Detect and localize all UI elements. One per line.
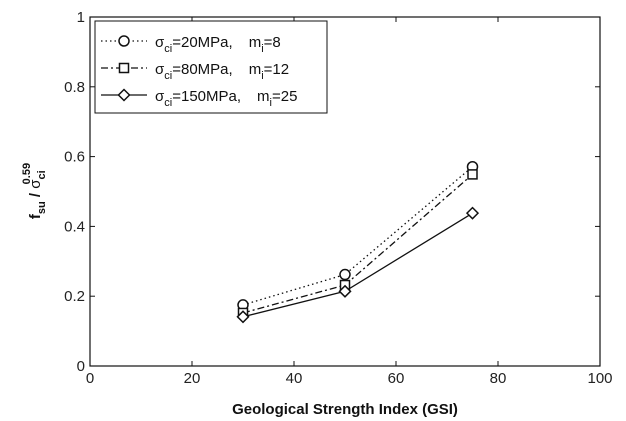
x-tick-label: 0 — [86, 370, 94, 387]
legend-entry-2: σci=80MPa, mi=12 — [155, 61, 289, 82]
y-tick-label: 0.4 — [64, 218, 85, 235]
x-tick-label: 20 — [184, 370, 201, 387]
series-3-point — [338, 284, 352, 298]
y-axis-label: fsu / σci0.59 — [21, 163, 48, 219]
y-tick-label: 0.8 — [64, 79, 85, 96]
x-tick-label: 40 — [286, 370, 303, 387]
y-tick-label: 0 — [77, 358, 85, 375]
y-label-exponent: 0.59 — [21, 163, 33, 184]
series-3-line — [242, 212, 473, 318]
legend-marker-1 — [118, 35, 130, 47]
legend-samples — [101, 35, 147, 102]
y-tick-label: 1 — [77, 9, 85, 26]
y-label-slash: / — [27, 189, 44, 202]
x-tick-label: 60 — [388, 370, 405, 387]
series-3-point — [465, 206, 480, 220]
legend-marker-3 — [117, 88, 131, 102]
x-axis-label: Geological Strength Index (GSI) — [232, 401, 458, 418]
x-tick-label: 100 — [587, 370, 612, 387]
y-label-f: f — [27, 213, 44, 219]
plot-frame — [89, 16, 601, 367]
legend-entry-1: σci=20MPa, mi=8 — [155, 34, 281, 55]
y-tick-label: 0.2 — [64, 288, 85, 305]
series-3-point — [236, 310, 250, 324]
axis-ticks: 0 20 40 60 80 100 0 0.2 0.4 0.6 0.8 1 — [64, 9, 612, 387]
legend-marker-2 — [118, 62, 130, 74]
y-label-sigma: σ — [27, 179, 44, 189]
series-layer — [236, 160, 480, 324]
series-1 — [237, 160, 479, 311]
series-1-point — [339, 268, 351, 281]
series-3 — [236, 206, 480, 324]
y-tick-label: 0.6 — [64, 149, 85, 166]
y-label-sigma-sub: ci — [36, 170, 48, 179]
legend-box — [94, 20, 328, 114]
legend: σci=20MPa, mi=8 σci=80MPa, mi=12 σci=150MP… — [94, 20, 328, 114]
legend-entry-3: σci=150MPa, mi=25 — [155, 88, 297, 109]
series-2-line — [242, 173, 473, 314]
x-tick-label: 80 — [490, 370, 507, 387]
series-2-point — [467, 169, 478, 180]
y-label-f-sub: su — [36, 201, 48, 214]
